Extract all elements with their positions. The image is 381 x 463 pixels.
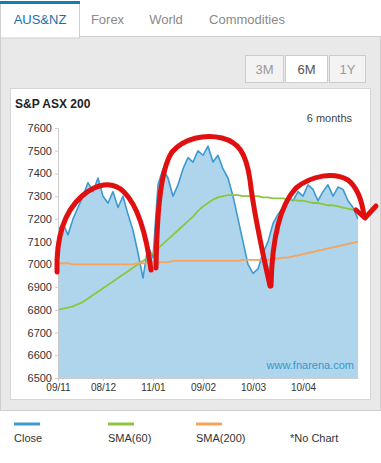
hand-drawn-annotation <box>57 137 376 286</box>
tab[interactable]: AUS&NZ <box>0 1 80 38</box>
legend-swatch <box>14 423 40 426</box>
y-tick: 7500 <box>28 145 58 157</box>
x-axis: 09/11 08/12 11/01 09/02 10/03 10/04 <box>46 378 358 393</box>
y-tick: 7600 <box>28 122 58 134</box>
y-tick-label: 7000 <box>28 258 52 270</box>
x-tick: 08/12 <box>91 378 116 393</box>
x-tick: 11/01 <box>141 378 166 393</box>
y-tick: 7300 <box>28 190 58 202</box>
legend-item: SMA(60) <box>108 424 151 444</box>
chart-title: S&P ASX 200 <box>15 97 91 111</box>
y-tick-label: 7400 <box>28 167 52 179</box>
legend-item: Close <box>14 424 42 444</box>
x-tick: 09/11 <box>46 378 71 393</box>
legend-label: SMA(200) <box>196 432 246 444</box>
y-tick: 6800 <box>28 304 58 316</box>
y-tick-mark <box>55 333 58 334</box>
y-tick-label: 6900 <box>28 281 52 293</box>
tab[interactable]: World <box>149 12 183 27</box>
tab-label[interactable]: AUS&NZ <box>14 12 67 27</box>
tab-active-bg <box>1 2 80 38</box>
range-button-bg[interactable] <box>246 56 284 83</box>
series-line <box>58 242 358 265</box>
y-tick: 6600 <box>28 349 58 361</box>
widget: AUS&NZ Forex World Commodities 3M 6M 1Y S&P ASX… <box>0 0 381 463</box>
x-tick-label: 10/03 <box>241 382 266 393</box>
range-button-bg[interactable] <box>286 56 328 83</box>
x-tick-mark <box>303 378 304 381</box>
y-tick-mark <box>55 219 58 220</box>
legend-note: *No Chart <box>290 432 338 444</box>
x-tick: 10/04 <box>291 378 316 393</box>
tab-bar: AUS&NZ Forex World Commodities <box>0 1 381 38</box>
y-tick-mark <box>55 310 58 311</box>
y-tick-label: 7600 <box>28 122 52 134</box>
y-tick: 7000 <box>28 258 58 270</box>
x-tick: 10/03 <box>241 378 266 393</box>
x-tick-label: 09/11 <box>46 382 71 393</box>
y-tick-label: 6800 <box>28 304 52 316</box>
y-tick: 7200 <box>28 213 58 225</box>
y-tick-mark <box>55 355 58 356</box>
y-tick-label: 6700 <box>28 327 52 339</box>
y-tick: 6900 <box>28 281 58 293</box>
scribble-stroke <box>356 206 376 218</box>
x-tick-label: 10/04 <box>291 382 316 393</box>
y-tick-mark <box>55 196 58 197</box>
range-button[interactable]: 1Y <box>330 56 366 83</box>
tab-label[interactable]: Commodities <box>209 12 285 27</box>
y-tick-mark <box>55 128 58 129</box>
y-tick-label: 7500 <box>28 145 52 157</box>
tab[interactable]: Forex <box>91 12 125 27</box>
legend-label: SMA(60) <box>108 432 151 444</box>
series-line <box>58 195 358 310</box>
x-tick-label: 11/01 <box>141 382 166 393</box>
y-axis: 6500660067006800690070007100720073007400… <box>28 122 59 384</box>
y-tick-mark <box>55 287 58 288</box>
range-button-label[interactable]: 6M <box>297 62 315 77</box>
x-tick: 09/02 <box>191 378 216 393</box>
tab-label[interactable]: Forex <box>91 12 125 27</box>
x-tick-mark <box>58 378 59 381</box>
legend-swatch <box>108 423 134 426</box>
y-tick-label: 7100 <box>28 236 52 248</box>
chart-subtitle: 6 months <box>307 112 353 124</box>
y-tick: 7100 <box>28 236 58 248</box>
y-tick-mark <box>55 173 58 174</box>
y-tick-mark <box>55 151 58 152</box>
legend: Close SMA(60) SMA(200) <box>14 424 246 444</box>
y-tick-mark <box>55 378 58 379</box>
tab-label[interactable]: World <box>149 12 183 27</box>
chart-box <box>11 89 371 400</box>
legend-item: SMA(200) <box>196 424 246 444</box>
x-tick-mark <box>103 378 104 381</box>
range-button-label[interactable]: 3M <box>255 62 273 77</box>
watermark: www.fnarena.com <box>266 359 354 371</box>
tab[interactable]: Commodities <box>209 12 285 27</box>
x-tick-mark <box>203 378 204 381</box>
x-tick-label: 09/02 <box>191 382 216 393</box>
range-button-label[interactable]: 1Y <box>340 62 356 77</box>
y-tick: 6700 <box>28 327 58 339</box>
range-button[interactable]: 6M <box>286 56 328 83</box>
y-tick: 7400 <box>28 167 58 179</box>
x-tick-mark <box>153 378 154 381</box>
panel <box>1 37 381 411</box>
series-line <box>58 146 358 278</box>
tab-active-bar <box>0 1 80 4</box>
scribble-stroke <box>57 185 151 272</box>
range-button-bg[interactable] <box>330 56 366 83</box>
legend-swatch <box>196 423 222 426</box>
scribble-stroke <box>156 137 270 286</box>
y-tick-label: 7200 <box>28 213 52 225</box>
x-tick-label: 08/12 <box>91 382 116 393</box>
y-tick-label: 7300 <box>28 190 52 202</box>
x-tick-mark <box>253 378 254 381</box>
range-button[interactable]: 3M <box>246 56 284 83</box>
scribble-stroke <box>271 176 364 286</box>
legend-label: Close <box>14 432 42 444</box>
y-tick-label: 6600 <box>28 349 52 361</box>
